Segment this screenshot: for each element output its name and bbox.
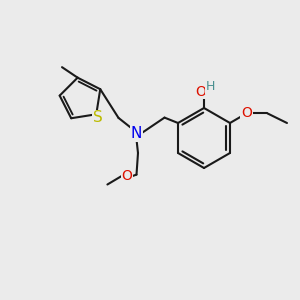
Text: O: O [195, 85, 206, 98]
Text: N: N [131, 126, 142, 141]
Text: O: O [241, 106, 252, 120]
Text: H: H [206, 80, 215, 93]
Text: O: O [122, 169, 132, 183]
Text: S: S [93, 110, 103, 125]
